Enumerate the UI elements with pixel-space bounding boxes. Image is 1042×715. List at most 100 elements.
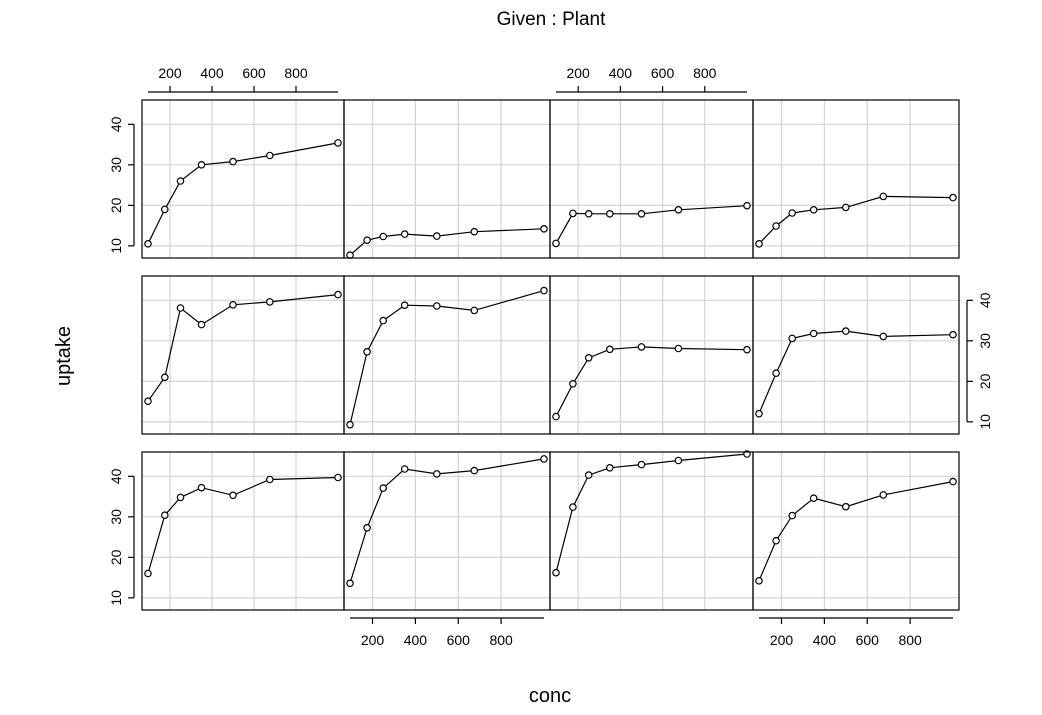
data-point bbox=[379, 484, 388, 492]
y-tick-label: 40 bbox=[108, 116, 124, 132]
data-point bbox=[605, 210, 614, 218]
panel-frame bbox=[141, 451, 345, 611]
y-tick-label: 10 bbox=[977, 414, 993, 430]
data-point bbox=[334, 473, 342, 482]
data-point bbox=[161, 373, 169, 382]
series-line bbox=[555, 453, 748, 573]
data-point bbox=[772, 222, 780, 230]
data-point bbox=[470, 306, 479, 315]
panel-1-4 bbox=[752, 99, 960, 259]
data-point bbox=[552, 568, 560, 577]
data-point bbox=[265, 298, 274, 306]
series-line bbox=[147, 142, 339, 245]
data-point bbox=[229, 491, 237, 500]
data-point bbox=[363, 236, 371, 245]
x-axis-label: conc bbox=[529, 685, 571, 707]
data-point bbox=[755, 409, 763, 418]
data-point bbox=[432, 232, 441, 240]
x-tick-label: 200 bbox=[158, 65, 182, 81]
y-tick-label: 30 bbox=[108, 157, 124, 173]
x-tick-label: 400 bbox=[404, 632, 428, 648]
y-tick-label: 20 bbox=[977, 373, 993, 389]
x-tick-label: 600 bbox=[242, 65, 266, 81]
y-axis-label: uptake bbox=[53, 326, 75, 386]
data-point bbox=[879, 332, 888, 341]
y-tick-label: 40 bbox=[977, 292, 993, 308]
data-point bbox=[605, 463, 614, 472]
data-point bbox=[743, 345, 751, 354]
data-point bbox=[809, 494, 818, 503]
series-line bbox=[758, 330, 954, 414]
panel-1-1: 200 400 600 800 10 20 30 40 bbox=[108, 65, 345, 259]
data-point bbox=[788, 334, 797, 343]
x-tick-label: 400 bbox=[200, 65, 224, 81]
x-tick-label: 200 bbox=[361, 632, 385, 648]
x-tick-label: 200 bbox=[566, 65, 590, 81]
data-point bbox=[841, 203, 850, 212]
x-tick-label: 400 bbox=[609, 65, 633, 81]
series-line bbox=[555, 205, 748, 244]
data-point bbox=[949, 330, 957, 339]
data-point bbox=[265, 475, 274, 484]
data-point bbox=[605, 345, 614, 354]
x-tick-label: 600 bbox=[651, 65, 675, 81]
data-point bbox=[637, 343, 646, 351]
data-point bbox=[379, 316, 388, 325]
panel-2-4: 10 20 30 40 bbox=[752, 275, 993, 435]
panel-frame bbox=[141, 99, 345, 259]
data-point bbox=[334, 290, 342, 299]
data-point bbox=[788, 209, 797, 217]
data-point bbox=[346, 420, 354, 429]
data-point bbox=[363, 523, 371, 532]
panel-frame bbox=[752, 99, 960, 259]
data-point bbox=[161, 205, 169, 214]
y-tick-label: 30 bbox=[108, 509, 124, 525]
panel-frame bbox=[752, 275, 960, 435]
data-point bbox=[197, 161, 206, 169]
chart-title: Given : Plant bbox=[497, 9, 606, 30]
data-point bbox=[879, 491, 888, 499]
data-point bbox=[949, 193, 957, 202]
panel-1-2 bbox=[343, 99, 551, 260]
series-line bbox=[349, 458, 545, 584]
data-point bbox=[841, 502, 850, 511]
panels-group: 200 400 600 800 10 20 30 40 200 400 600 800 10 20 30 40… bbox=[108, 65, 993, 648]
data-point bbox=[400, 230, 409, 238]
panel-3-3 bbox=[549, 450, 754, 611]
data-point bbox=[879, 192, 888, 201]
data-point bbox=[569, 503, 577, 511]
data-point bbox=[363, 347, 371, 356]
panel-frame bbox=[343, 451, 551, 611]
y-tick-label: 10 bbox=[108, 238, 124, 254]
data-point bbox=[637, 460, 646, 469]
panel-3-4: 200 400 600 800 bbox=[752, 451, 960, 648]
series-line bbox=[147, 476, 339, 574]
data-point bbox=[470, 466, 479, 475]
data-point bbox=[144, 569, 152, 578]
data-point bbox=[584, 353, 593, 362]
data-point bbox=[809, 329, 818, 338]
data-point bbox=[552, 412, 560, 421]
panel-frame bbox=[549, 275, 754, 435]
data-point bbox=[229, 300, 237, 309]
data-point bbox=[161, 511, 169, 520]
data-point bbox=[470, 227, 479, 236]
data-point bbox=[949, 477, 957, 486]
data-point bbox=[755, 576, 763, 585]
series-line bbox=[758, 481, 954, 582]
data-point bbox=[809, 206, 818, 214]
panel-frame bbox=[343, 275, 551, 435]
x-tick-label: 800 bbox=[489, 632, 513, 648]
series-line bbox=[349, 228, 545, 256]
data-point bbox=[772, 369, 780, 378]
data-point bbox=[584, 210, 593, 218]
data-point bbox=[144, 397, 152, 406]
data-point bbox=[540, 455, 548, 463]
x-tick-label: 600 bbox=[447, 632, 471, 648]
data-point bbox=[432, 470, 441, 478]
data-point bbox=[176, 304, 185, 312]
panel-2-2 bbox=[343, 275, 551, 435]
data-point bbox=[552, 239, 560, 248]
panel-2-3 bbox=[549, 275, 754, 435]
data-point bbox=[400, 301, 409, 310]
